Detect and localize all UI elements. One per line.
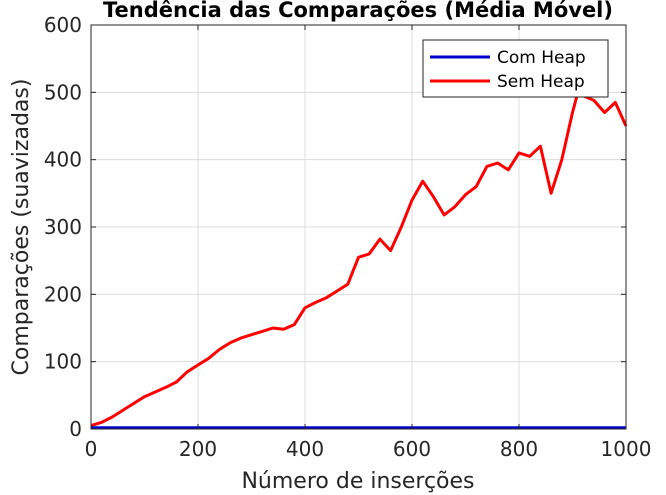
series-line-sem-heap [90,90,628,428]
legend-box [422,39,609,98]
legend-label-com-heap: Com Heap [497,48,586,68]
y-tick-label: 600 [44,13,82,37]
x-tick-label: 800 [500,437,538,461]
series-group [90,90,628,430]
y-tick-label: 0 [69,417,82,441]
grid-lines [90,24,627,430]
chart-title: Tendência das Comparações (Média Móvel) [103,0,613,22]
x-tick-label: 0 [85,437,98,461]
axis-ticks [90,24,627,430]
legend-label-sem-heap: Sem Heap [497,72,585,92]
y-tick-label: 300 [44,215,82,239]
x-tick-label: 600 [393,437,431,461]
x-tick-labels: 0 200 400 600 800 1000 [85,437,652,461]
x-tick-label: 1000 [601,437,652,461]
y-axis-label: Comparações (suavizadas) [9,79,34,376]
x-tick-label: 400 [286,437,324,461]
y-tick-label: 200 [44,282,82,306]
x-axis-label: Número de inserções [241,469,474,494]
y-tick-label: 100 [44,350,82,374]
y-tick-labels: 0 100 200 300 400 500 600 [44,13,82,441]
y-tick-label: 500 [44,80,82,104]
y-tick-label: 400 [44,148,82,172]
x-tick-label: 200 [179,437,217,461]
legend: Com Heap Sem Heap [422,39,609,98]
